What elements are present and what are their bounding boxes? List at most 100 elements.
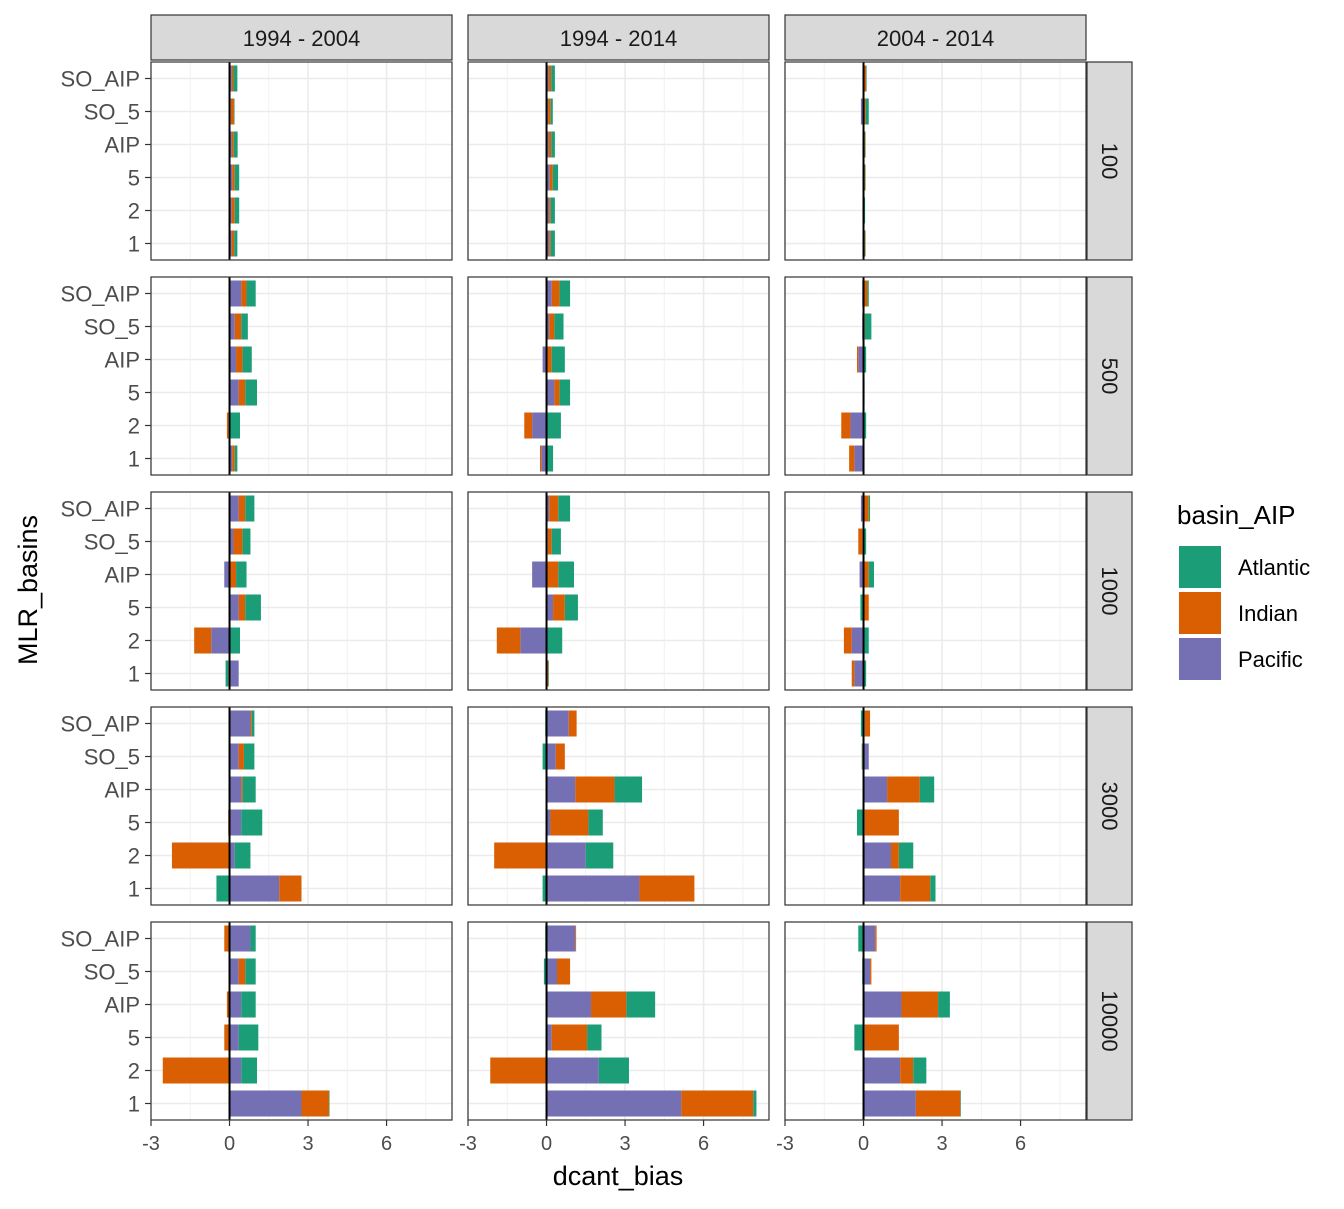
bar-so-aip-indian <box>864 710 871 737</box>
bar-so-5-atlantic <box>233 98 235 125</box>
bar-so-5-atlantic <box>241 313 248 340</box>
bar-5-atlantic <box>564 594 578 621</box>
bar-1-atlantic <box>546 445 554 472</box>
panel-background <box>468 277 769 475</box>
panel-3000-2004-2014 <box>784 706 1087 906</box>
bar-so-aip-indian <box>575 925 577 952</box>
panel-border <box>150 491 453 691</box>
panel-border <box>150 706 453 906</box>
bar-5-indian <box>238 594 246 621</box>
bar-so-aip-atlantic <box>251 710 255 737</box>
bar-so-aip-indian <box>568 710 577 737</box>
facet-strip-row-label: 500 <box>1097 358 1122 395</box>
bar-so-5-pacific <box>229 743 239 770</box>
x-tick-label: -3 <box>142 1133 160 1155</box>
panel-background <box>151 492 452 690</box>
y-tick-label: AIP <box>105 993 140 1018</box>
y-tick-label: AIP <box>105 133 140 158</box>
bar-so-5-atlantic <box>243 743 255 770</box>
facet-strip-row-1000 <box>1086 491 1133 691</box>
bar-so-5-indian <box>858 528 863 555</box>
bar-5-atlantic <box>552 164 559 191</box>
panel-background <box>151 277 452 475</box>
bar-2-indian <box>496 627 521 654</box>
bar-1-indian <box>915 1090 961 1117</box>
bar-1-pacific <box>229 660 239 687</box>
bar-5-atlantic <box>559 379 571 406</box>
facet-strip-col-label: 1994 - 2004 <box>243 26 360 51</box>
bar-so-5-pacific <box>546 958 557 985</box>
bar-aip-atlantic <box>242 346 252 373</box>
bar-5-atlantic <box>865 164 866 191</box>
bar-5-pacific <box>546 1024 552 1051</box>
y-tick-label: SO_AIP <box>61 927 140 952</box>
bar-2-atlantic <box>913 1057 927 1084</box>
bar-5-indian <box>864 809 899 836</box>
bar-so-aip-indian <box>238 495 246 522</box>
bar-1-indian <box>549 230 551 257</box>
bar-2-indian <box>162 1057 230 1084</box>
bar-so-5-pacific <box>229 958 239 985</box>
bar-so-5-indian <box>238 958 246 985</box>
bar-aip-indian <box>231 131 234 158</box>
bar-aip-pacific <box>858 346 864 373</box>
panel-1000-1994-2004 <box>150 491 453 691</box>
bar-so-5-pacific <box>546 743 556 770</box>
panel-border <box>784 276 1087 476</box>
bar-so-5-atlantic <box>245 958 256 985</box>
bar-2-pacific <box>520 627 547 654</box>
bar-2-atlantic <box>550 197 555 224</box>
bar-1-atlantic <box>548 660 549 687</box>
bar-so-aip-pacific <box>546 710 569 737</box>
bar-so-aip-indian <box>863 495 869 522</box>
bar-5-pacific <box>229 379 239 406</box>
x-tick-label: 0 <box>541 1133 552 1155</box>
bar-2-atlantic <box>241 1057 258 1084</box>
bar-1-pacific <box>541 445 547 472</box>
bar-aip-atlantic <box>551 346 565 373</box>
bar-1-atlantic <box>225 660 229 687</box>
bar-aip-atlantic <box>868 561 874 588</box>
bar-so-5-atlantic <box>861 743 863 770</box>
bar-aip-indian <box>863 561 869 588</box>
panel-grid <box>150 61 1087 1121</box>
bar-5-pacific <box>229 809 242 836</box>
bar-2-atlantic <box>585 842 614 869</box>
bar-2-indian <box>231 197 235 224</box>
panel-background <box>785 62 1086 260</box>
bar-aip-pacific <box>546 776 576 803</box>
bar-so-5-pacific <box>863 958 871 985</box>
y-tick-label: AIP <box>105 348 140 373</box>
bar-1-indian <box>539 445 542 472</box>
bar-so-aip-pacific <box>229 495 239 522</box>
panel-border <box>150 61 453 261</box>
bar-aip-indian <box>546 561 559 588</box>
facet-strips: 1994 - 2004 1994 - 2014 2004 - 2014 100 500 1… <box>150 14 1133 1121</box>
bar-aip-pacific <box>542 346 547 373</box>
bar-so-aip-pacific <box>546 495 550 522</box>
bar-aip-pacific <box>863 991 902 1018</box>
bar-so-5-indian <box>238 743 244 770</box>
facet-strip-row-label: 3000 <box>1097 782 1122 831</box>
panel-border <box>150 276 453 476</box>
bar-2-indian <box>194 627 212 654</box>
bar-1-pacific <box>546 1090 682 1117</box>
bar-1-pacific <box>854 660 864 687</box>
bar-aip-atlantic <box>865 131 866 158</box>
bar-2-atlantic <box>546 412 561 439</box>
bar-1-atlantic <box>234 445 238 472</box>
bar-so-aip-atlantic <box>867 280 869 307</box>
bar-aip-indian <box>236 346 243 373</box>
bar-5-atlantic <box>238 1024 259 1051</box>
bar-so-5-pacific <box>546 313 550 340</box>
bar-2-pacific <box>211 627 230 654</box>
y-tick-label: 1 <box>128 232 140 257</box>
bar-aip-pacific <box>229 131 232 158</box>
legend-key-atlantic <box>1179 546 1221 588</box>
bar-aip-pacific <box>229 346 237 373</box>
bar-so-5-atlantic <box>864 313 872 340</box>
bar-1-indian <box>639 875 695 902</box>
panel-border <box>784 706 1087 906</box>
y-tick-label: SO_AIP <box>61 282 140 307</box>
panel-500-1994-2004 <box>150 276 453 476</box>
